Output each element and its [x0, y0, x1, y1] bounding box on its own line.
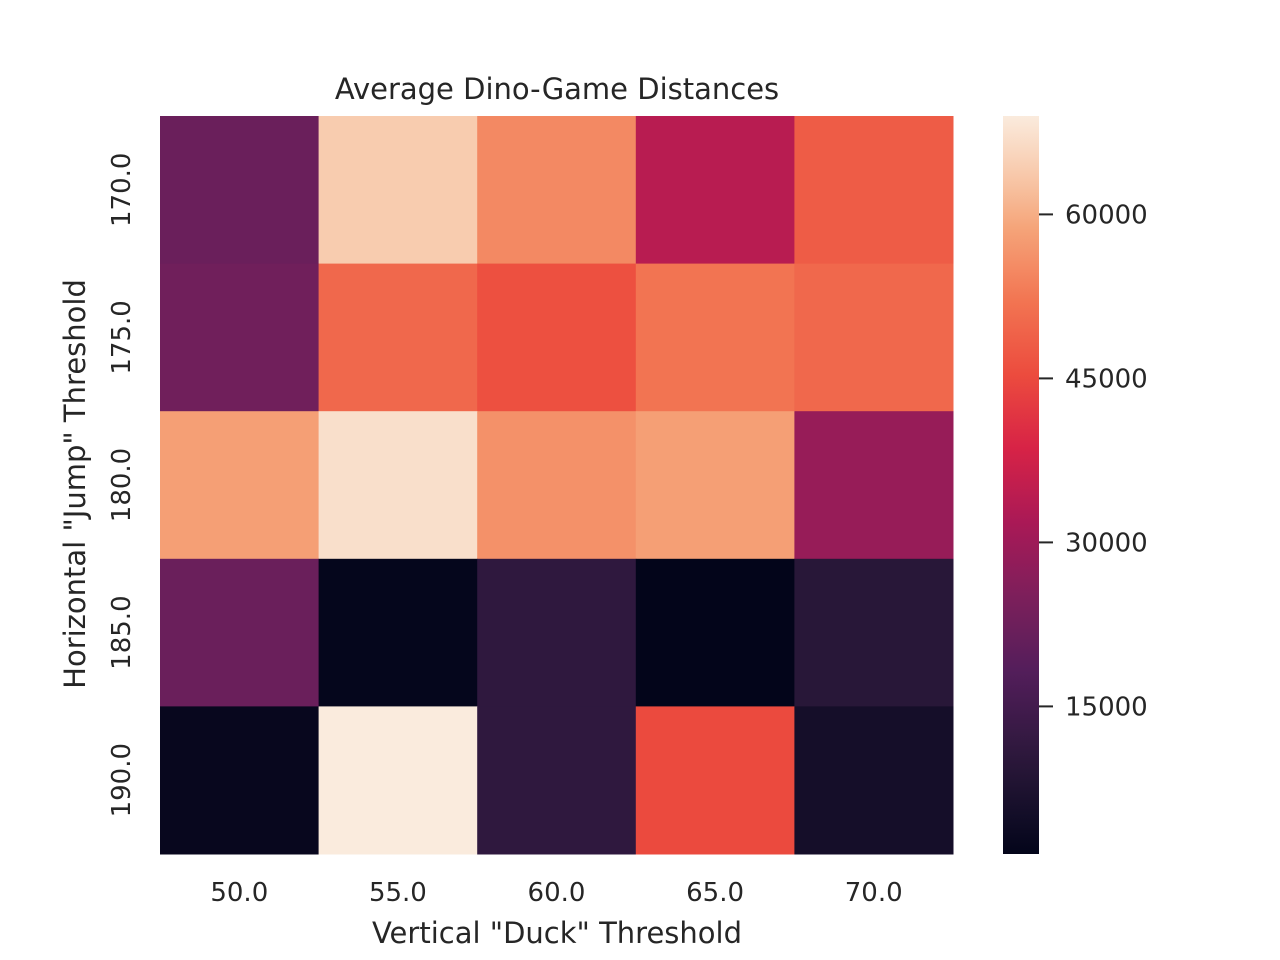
heatmap-cell [794, 558, 954, 707]
heatmap-cell [160, 558, 320, 707]
heatmap-cell [794, 116, 954, 265]
x-tick-label: 55.0 [369, 878, 427, 908]
heatmap-cell [794, 706, 954, 855]
x-tick-label: 65.0 [686, 878, 744, 908]
heatmap-cell [635, 706, 795, 855]
x-tick-label: 50.0 [210, 878, 268, 908]
heatmap-cells [160, 116, 954, 855]
x-axis-label: Vertical "Duck" Threshold [372, 916, 742, 950]
heatmap-cell [477, 706, 637, 855]
heatmap-cell [318, 116, 478, 265]
heatmap-cell [160, 116, 320, 265]
heatmap-cell [794, 411, 954, 560]
colorbar-tick-label: 15000 [1065, 692, 1148, 722]
heatmap-cell [477, 116, 637, 265]
y-tick-label: 190.0 [107, 743, 137, 817]
y-axis-label: Horizontal "Jump" Threshold [58, 279, 92, 689]
heatmap-cell [477, 558, 637, 707]
colorbar [1003, 116, 1039, 854]
y-tick-label: 185.0 [107, 595, 137, 669]
x-tick-labels: 50.0 55.0 60.0 65.0 70.0 [210, 878, 902, 908]
colorbar-tick-label: 60000 [1065, 200, 1148, 230]
heatmap-cell [477, 411, 637, 560]
heatmap-cell [318, 558, 478, 707]
heatmap-cell [794, 263, 954, 412]
colorbar-tick-label: 45000 [1065, 364, 1148, 394]
heatmap-cell [635, 411, 795, 560]
colorbar-tick-label: 30000 [1065, 528, 1148, 558]
heatmap-cell [318, 411, 478, 560]
heatmap-cell [318, 263, 478, 412]
colorbar-ticks: 15000 30000 45000 60000 [1039, 200, 1148, 722]
x-tick-label: 70.0 [845, 878, 903, 908]
heatmap-cell [318, 706, 478, 855]
y-tick-label: 180.0 [107, 448, 137, 522]
heatmap-cell [635, 116, 795, 265]
heatmap-cell [160, 263, 320, 412]
y-tick-label: 175.0 [107, 300, 137, 374]
heatmap-cell [160, 706, 320, 855]
chart-title: Average Dino-Game Distances [335, 72, 779, 106]
x-tick-label: 60.0 [528, 878, 586, 908]
heatmap-cell [477, 263, 637, 412]
y-tick-label: 170.0 [107, 153, 137, 227]
heatmap-cell [635, 558, 795, 707]
y-tick-labels: 170.0 175.0 180.0 185.0 190.0 [107, 153, 137, 818]
heatmap-cell [160, 411, 320, 560]
heatmap-cell [635, 263, 795, 412]
